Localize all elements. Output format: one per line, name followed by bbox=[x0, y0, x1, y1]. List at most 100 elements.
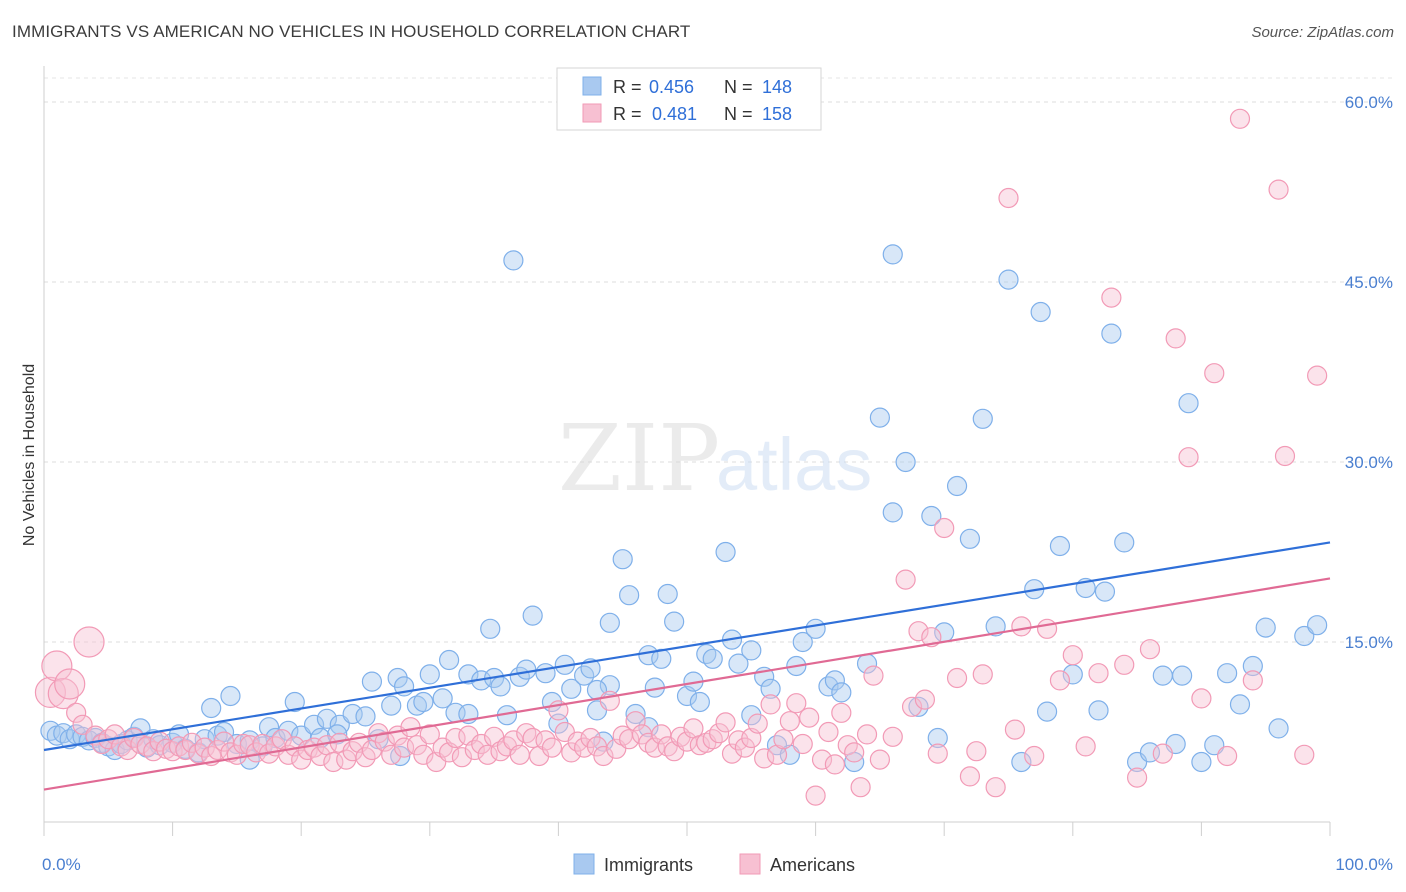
americans-point-158 bbox=[1178, 447, 1199, 468]
americans-point-116 bbox=[786, 693, 807, 714]
immigrants-point-33 bbox=[284, 691, 305, 713]
immigrants-point-137 bbox=[599, 612, 620, 633]
americans-point-4 bbox=[66, 702, 87, 723]
immigrants-point-128 bbox=[1229, 694, 1251, 715]
immigrants-point-76 bbox=[664, 611, 685, 632]
americans-point-156 bbox=[1152, 743, 1173, 764]
immigrants-point-141 bbox=[1094, 581, 1116, 602]
immigrants-point-133 bbox=[1307, 615, 1328, 636]
immigrants-point-98 bbox=[869, 407, 891, 428]
americans-point-0 bbox=[34, 676, 67, 709]
immigrants-point-37 bbox=[316, 708, 338, 729]
watermark: ZIP atlas bbox=[558, 405, 872, 512]
americans-point-118 bbox=[799, 707, 820, 728]
americans-point-110 bbox=[747, 713, 768, 734]
legend-n-value-1: 148 bbox=[762, 77, 792, 97]
immigrants-point-143 bbox=[327, 724, 348, 745]
immigrants-trend-line bbox=[43, 541, 1331, 752]
immigrants-point-135 bbox=[503, 250, 524, 271]
americans-point-75 bbox=[522, 727, 543, 749]
immigrants-point-130 bbox=[1255, 617, 1276, 638]
americans-point-53 bbox=[381, 744, 402, 765]
americans-point-135 bbox=[921, 627, 942, 648]
legend-swatch-americans bbox=[582, 103, 602, 123]
immigrants-point-43 bbox=[381, 695, 402, 716]
americans-point-165 bbox=[1274, 445, 1296, 467]
legend-r-value-1: 0.456 bbox=[649, 77, 694, 97]
immigrants-point-68 bbox=[599, 675, 620, 696]
immigrants-point-102 bbox=[921, 505, 942, 527]
americans-point-91 bbox=[625, 711, 646, 732]
immigrants-point-129 bbox=[1242, 655, 1263, 677]
legend-n-label-2: N = bbox=[724, 104, 753, 124]
immigrants-point-110 bbox=[1011, 751, 1032, 773]
immigrants-point-75 bbox=[657, 583, 678, 605]
y-tick-label-1: 30.0% bbox=[1345, 453, 1393, 472]
y-tick-label-2: 45.0% bbox=[1345, 273, 1393, 292]
americans-point-154 bbox=[1126, 767, 1148, 788]
americans-point-104 bbox=[709, 723, 730, 744]
americans-point-167 bbox=[1307, 365, 1328, 386]
immigrants-point-39 bbox=[342, 703, 363, 725]
americans-point-123 bbox=[831, 702, 852, 723]
immigrants-point-106 bbox=[959, 528, 981, 549]
americans-point-121 bbox=[818, 721, 839, 743]
americans-point-73 bbox=[509, 744, 530, 765]
immigrants-point-92 bbox=[805, 618, 826, 639]
chart-source: Source: ZipAtlas.com bbox=[1251, 24, 1394, 41]
americans-point-155 bbox=[1139, 639, 1161, 660]
americans-point-161 bbox=[1217, 745, 1238, 767]
immigrants-point-132 bbox=[1294, 625, 1315, 647]
americans-point-1 bbox=[41, 650, 73, 682]
americans-point-119 bbox=[805, 785, 826, 806]
legend-swatch-immigrants bbox=[582, 76, 602, 96]
americans-point-112 bbox=[760, 694, 781, 715]
americans-point-144 bbox=[1004, 719, 1026, 740]
americans-point-130 bbox=[882, 726, 903, 747]
americans-point-58 bbox=[413, 744, 434, 765]
americans-point-126 bbox=[850, 777, 871, 798]
americans-point-6 bbox=[73, 626, 105, 658]
immigrants-point-35 bbox=[303, 714, 325, 735]
x-tick-labels: 0.0% 100.0% bbox=[42, 855, 1393, 874]
americans-point-103 bbox=[702, 729, 723, 750]
americans-trend-line bbox=[43, 577, 1331, 791]
americans-point-164 bbox=[1268, 179, 1289, 200]
americans-point-163 bbox=[1242, 670, 1263, 691]
immigrants-point-31 bbox=[265, 727, 286, 749]
immigrants-point-142 bbox=[480, 618, 501, 639]
americans-point-87 bbox=[599, 690, 620, 711]
immigrants-point-108 bbox=[985, 616, 1006, 637]
americans-point-147 bbox=[1036, 618, 1058, 639]
americans-point-68 bbox=[477, 744, 498, 765]
y-tick-labels: 15.0% 30.0% 45.0% 60.0% bbox=[1345, 93, 1393, 652]
americans-point-133 bbox=[908, 621, 929, 642]
americans-point-2 bbox=[47, 677, 79, 710]
immigrants-point-41 bbox=[361, 671, 383, 692]
americans-point-81 bbox=[561, 742, 582, 763]
immigrants-point-40 bbox=[355, 706, 376, 727]
immigrants-point-55 bbox=[490, 676, 511, 697]
immigrants-point-70 bbox=[619, 585, 640, 606]
bottom-legend-swatch-immigrants bbox=[573, 853, 595, 875]
americans-point-128 bbox=[863, 665, 884, 686]
immigrants-point-125 bbox=[1191, 751, 1212, 773]
legend-r-label-2: R = bbox=[613, 104, 642, 124]
immigrants-point-71 bbox=[625, 703, 646, 725]
bottom-legend-immigrants: Immigrants bbox=[604, 855, 693, 875]
immigrants-point-85 bbox=[741, 640, 762, 661]
americans-point-146 bbox=[1024, 745, 1045, 767]
americans-point-127 bbox=[856, 724, 878, 745]
americans-point-141 bbox=[972, 664, 993, 685]
americans-point-113 bbox=[766, 744, 788, 765]
immigrants-point-52 bbox=[458, 664, 479, 685]
legend-r-label-1: R = bbox=[613, 77, 642, 97]
immigrants-point-131 bbox=[1268, 718, 1289, 739]
immigrants-point-72 bbox=[638, 645, 659, 666]
y-tick-label-3: 60.0% bbox=[1345, 93, 1393, 112]
immigrants-point-95 bbox=[831, 682, 852, 703]
immigrants-point-81 bbox=[702, 648, 723, 669]
americans-point-125 bbox=[844, 742, 865, 763]
americans-point-136 bbox=[927, 743, 948, 764]
